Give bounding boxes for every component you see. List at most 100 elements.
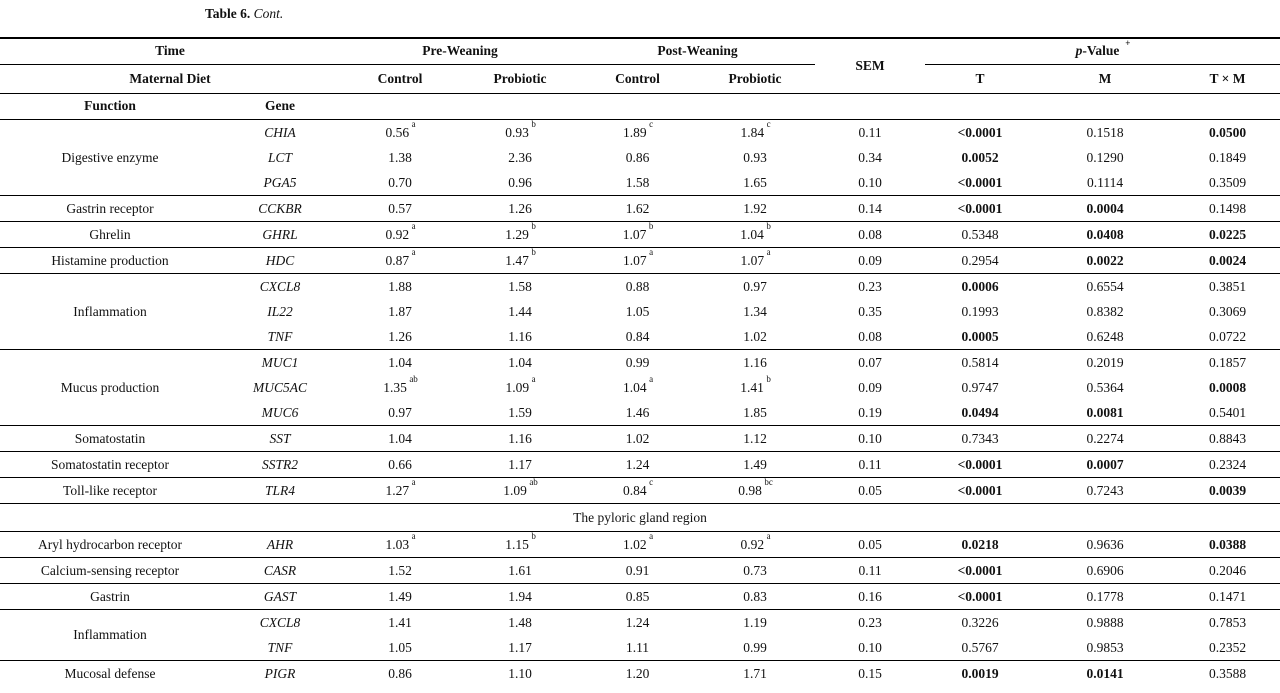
value-cell: <0.0001 [925, 118, 1036, 145]
value-cell: 0.1114 [1086, 174, 1124, 190]
value-cell: 1.92 [695, 194, 816, 221]
value-cell: 1.02 [580, 424, 695, 451]
function-cell: Aryl hydrocarbon receptor [0, 530, 220, 557]
function-group: Inflammation CXCL8 1.88 1.58 0.88 0.97 0.23 0.0… [0, 272, 1280, 350]
value-cell: 0.2019 [1035, 348, 1176, 375]
header-probiotic-pre: Probiotic [460, 64, 580, 94]
value-cell: 0.93 [743, 149, 767, 165]
gene-cell: PIGR [220, 659, 340, 686]
header-p-value: p-Value + [925, 38, 1280, 65]
value-cell: 1.46 [625, 404, 650, 420]
value-cell: 1.85 [743, 404, 767, 420]
gene-cell: MUC6 [261, 404, 299, 420]
function-group: Inflammation CXCL8 1.41 1.48 1.24 1.19 0.23 0.3… [0, 608, 1280, 661]
value-cell: 2.36 [508, 149, 532, 165]
value-cell: 0.3588 [1175, 659, 1280, 686]
header-control-post: Control [580, 64, 695, 94]
value-cell: 1.58 [625, 174, 650, 190]
gene-cell: TNF [267, 328, 293, 344]
value-cell: 1.17 [460, 450, 580, 477]
function-cell: Inflammation [0, 272, 220, 349]
value-cell: 0.05 [815, 530, 926, 557]
value-cell: 1.04b [695, 220, 816, 247]
value-cell: 0.10 [815, 424, 926, 451]
value-cell: 1.09ab [460, 476, 580, 503]
significance-superscript: c [766, 118, 771, 129]
table-row: TNF 1.05 1.17 1.11 0.99 0.10 0.5767 0.9853 0.235… [0, 635, 1280, 661]
value-cell: 0.1993 [961, 303, 999, 319]
value-cell: 1.15b [460, 530, 580, 557]
value-cell: 0.11 [815, 118, 926, 145]
value-cell: 1.16 [508, 328, 532, 344]
value-cell: 0.0005 [961, 328, 999, 344]
value-cell: 0.23 [815, 272, 926, 299]
value-cell: 0.0006 [925, 272, 1036, 299]
value-cell: 0.84 [625, 328, 650, 344]
value-cell: 1.88 [340, 272, 460, 299]
value-cell: 0.92a [340, 220, 460, 247]
gene-cell: SST [220, 424, 340, 451]
significance-superscript: a [531, 373, 536, 384]
value-cell: 1.26 [388, 328, 412, 344]
significance-superscript: b [766, 373, 771, 384]
value-cell: 1.04 [460, 348, 580, 375]
function-cell: Mucus production [0, 348, 220, 425]
header-time: Time [0, 38, 340, 65]
value-cell: 1.29b [460, 220, 580, 247]
value-cell: 0.2324 [1175, 450, 1280, 477]
value-cell: 0.99 [743, 639, 767, 655]
significance-superscript: b [648, 220, 654, 231]
value-cell: 0.70 [388, 174, 412, 190]
value-cell: 1.12 [695, 424, 816, 451]
gene-cell: CXCL8 [220, 608, 340, 635]
function-cell: Digestive enzyme [0, 118, 220, 195]
value-cell: 1.27a [340, 476, 460, 503]
header-probiotic-post: Probiotic [695, 64, 816, 94]
value-cell: 0.66 [340, 450, 460, 477]
value-cell: 0.7853 [1175, 608, 1280, 635]
function-group: Gastrin GAST 1.49 1.94 0.85 0.83 0.16 <0.0001 0.… [0, 582, 1280, 609]
value-cell: 0.98bc [695, 476, 816, 503]
header-t: T [925, 64, 1036, 94]
value-cell: 0.1471 [1175, 582, 1280, 609]
gene-cell: SSTR2 [220, 450, 340, 477]
header-spacer [340, 93, 1280, 120]
table-row: TNF 1.26 1.16 0.84 1.02 0.08 0.0005 0.6248 0.072… [0, 324, 1280, 350]
value-cell: 0.07 [815, 348, 926, 375]
value-cell: 1.52 [340, 556, 460, 583]
value-cell: 0.23 [815, 608, 926, 635]
significance-superscript: bc [764, 476, 773, 487]
value-cell: 0.09 [815, 246, 926, 273]
value-cell: 0.3226 [925, 608, 1036, 635]
gene-cell: GAST [220, 582, 340, 609]
value-cell: 0.2954 [925, 246, 1036, 273]
function-group: Gastrin receptor CCKBR 0.57 1.26 1.62 1.92 0.1… [0, 194, 1280, 221]
table-row: Mucus production MUC1 1.04 1.04 0.99 1.16 0.07… [0, 348, 1280, 425]
gene-cell: MUC5AC [253, 379, 307, 395]
value-cell: 1.19 [695, 608, 816, 635]
gene-cell: IL22 [267, 303, 293, 319]
value-cell: 0.1498 [1175, 194, 1280, 221]
value-cell: <0.0001 [925, 556, 1036, 583]
value-cell: 0.8843 [1175, 424, 1280, 451]
value-cell: 0.0007 [1035, 450, 1176, 477]
table-row: Histamine production HDC 0.87a 1.47b 1.07a 1.… [0, 246, 1280, 273]
table-caption-label: Table 6. [205, 6, 251, 21]
section-group: The pyloric gland region [0, 502, 1280, 531]
function-group: Calcium-sensing receptor CASR 1.52 1.61 0.91… [0, 556, 1280, 583]
header-pre-weaning: Pre-Weaning [340, 38, 580, 65]
value-cell: 1.35ab [383, 373, 418, 395]
value-cell: 0.9888 [1035, 608, 1176, 635]
significance-superscript: a [766, 530, 771, 541]
value-cell: 0.0008 [1208, 379, 1247, 395]
gene-cell: GHRL [220, 220, 340, 247]
value-cell: 0.6554 [1035, 272, 1176, 299]
value-cell: 1.41 [340, 608, 460, 635]
gene-cell: TLR4 [220, 476, 340, 503]
significance-superscript: b [531, 220, 536, 231]
significance-superscript: c [649, 118, 654, 129]
value-cell: 0.2274 [1035, 424, 1176, 451]
value-cell: 1.02 [743, 328, 767, 344]
value-cell: 1.11 [625, 639, 650, 655]
table-row: MUC5AC 1.35ab 1.09a 1.04a 1.41b 0.09 0.9747 0.5… [0, 373, 1280, 400]
